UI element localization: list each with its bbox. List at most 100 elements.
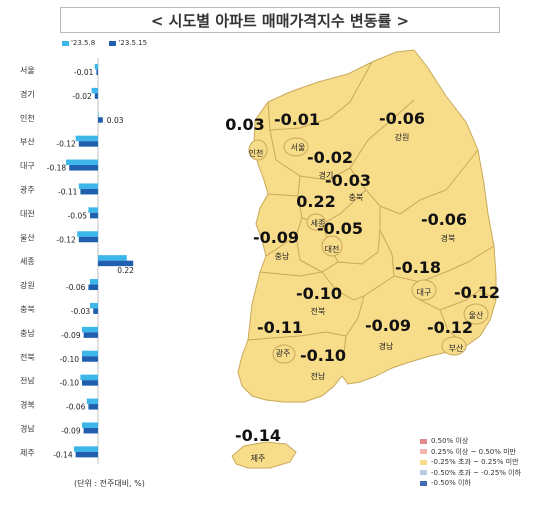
region-name: 광주 <box>276 348 291 358</box>
region-value: 0.03 <box>225 115 264 134</box>
region-name: 경기 <box>319 170 334 180</box>
map-legend-swatch <box>420 449 427 454</box>
data-label: -0.14 <box>53 450 73 459</box>
bar-prev <box>86 398 98 405</box>
bar-prev <box>82 350 98 357</box>
region-name: 인천 <box>249 148 264 158</box>
bar-curr <box>83 332 98 338</box>
category-label: 울산 <box>20 232 35 242</box>
region-name: 부산 <box>449 343 464 353</box>
region-value: -0.06 <box>379 109 425 128</box>
region-value: -0.10 <box>300 346 346 365</box>
category-label: 경기 <box>20 89 35 99</box>
region-name: 전북 <box>311 306 326 316</box>
legend-label-curr: '23.5.15 <box>118 39 148 47</box>
category-label: 전북 <box>20 352 35 362</box>
bar-curr <box>80 188 98 195</box>
data-label: -0.02 <box>72 92 92 101</box>
bar-curr <box>75 451 98 458</box>
bar-prev <box>80 374 98 381</box>
bar-chart: 서울 -0.01 경기 -0.02 인천 0.03 부산 -0.12 대구 -0.18 광주 -0.1… <box>20 58 134 465</box>
map-legend-item: -0.25% 초과 ~ 0.25% 미만 <box>420 457 521 468</box>
region-name: 대구 <box>417 288 432 297</box>
region-value: -0.05 <box>317 219 363 238</box>
region-name: 대전 <box>325 244 340 254</box>
data-label: -0.03 <box>71 307 91 316</box>
region-name: 경북 <box>441 233 456 243</box>
korea-map: -0.01 서울 0.03 인천 -0.02 경기 -0.06 강원 -0.03 충북 0.22 세종… <box>225 49 500 469</box>
region-name: 세종 <box>311 219 326 228</box>
region-name: 충남 <box>275 252 290 261</box>
region-value: -0.14 <box>235 426 281 445</box>
map-legend-label: 0.50% 이상 <box>431 437 469 445</box>
data-label: -0.05 <box>68 211 88 220</box>
data-label: -0.18 <box>47 164 67 173</box>
data-label: -0.09 <box>61 331 81 340</box>
bar-prev <box>78 183 98 189</box>
region-value: -0.11 <box>257 318 303 337</box>
bar-curr <box>88 284 98 291</box>
map-sejong <box>306 213 326 231</box>
series-legend: '23.5.8 '23.5.15 <box>62 39 159 47</box>
category-label: 광주 <box>20 184 35 194</box>
map-legend-item: 0.50% 이상 <box>420 436 521 447</box>
category-label: 대전 <box>20 208 35 218</box>
bar-prev <box>77 231 98 237</box>
category-label: 강원 <box>20 280 35 290</box>
map-daejeon <box>321 235 343 257</box>
data-label: 0.22 <box>117 266 134 275</box>
bar-prev <box>88 207 98 213</box>
bar-prev <box>82 326 98 333</box>
bar-prev <box>66 159 98 166</box>
category-label: 부산 <box>20 137 35 147</box>
bar-curr <box>82 356 98 362</box>
region-value: -0.12 <box>427 318 473 337</box>
data-label: -0.12 <box>56 140 76 149</box>
region-value: -0.01 <box>274 110 320 129</box>
region-value: -0.02 <box>307 148 353 167</box>
category-label: 경북 <box>20 400 35 410</box>
chart-title: < 시도별 아파트 매매가격지수 변동률 > <box>60 7 500 33</box>
legend-swatch-prev <box>62 40 69 46</box>
map-legend-label: -0.25% 초과 ~ 0.25% 미만 <box>431 458 519 466</box>
category-label: 제주 <box>20 448 35 457</box>
bar-curr <box>78 141 98 147</box>
region-value: -0.03 <box>325 171 371 190</box>
region-name: 울산 <box>469 310 484 320</box>
map-legend-swatch <box>420 480 427 486</box>
bar-prev <box>75 135 98 142</box>
bar-curr <box>69 165 98 171</box>
bar-curr <box>88 404 98 410</box>
map-mainland <box>237 49 497 403</box>
region-value: 0.22 <box>296 192 335 211</box>
region-name: 충북 <box>349 193 364 202</box>
region-value: -0.09 <box>365 316 411 335</box>
region-name: 서울 <box>291 143 306 152</box>
data-label: -0.01 <box>74 68 94 77</box>
bar-curr <box>93 308 98 314</box>
region-value: -0.10 <box>296 284 342 303</box>
map-daegu <box>411 279 437 301</box>
map-legend-item: 0.25% 이상 ~ 0.50% 미만 <box>420 447 521 458</box>
map-legend-label: -0.50% 이하 <box>431 479 471 487</box>
bar-curr <box>96 69 98 75</box>
region-name: 전남 <box>311 371 326 381</box>
category-label: 전남 <box>20 376 35 386</box>
region-value: -0.18 <box>395 258 441 277</box>
bar-curr <box>98 117 103 123</box>
bar-curr <box>83 427 98 434</box>
data-label: -0.10 <box>60 379 80 388</box>
unit-note: (단위 : 전주대비, %) <box>74 479 145 488</box>
data-label: -0.06 <box>66 403 86 412</box>
category-label: 서울 <box>20 66 35 75</box>
data-label: -0.06 <box>66 283 86 292</box>
map-ulsan <box>463 303 489 325</box>
category-label: 충남 <box>20 329 35 338</box>
category-label: 인천 <box>20 113 35 123</box>
bar-prev <box>82 422 98 428</box>
data-label: -0.10 <box>60 355 80 364</box>
bar-curr <box>98 260 134 267</box>
map-labels: -0.01 서울 0.03 인천 -0.02 경기 -0.06 강원 -0.03 충북 0.22 세종… <box>225 109 500 463</box>
bar-prev <box>90 302 98 309</box>
